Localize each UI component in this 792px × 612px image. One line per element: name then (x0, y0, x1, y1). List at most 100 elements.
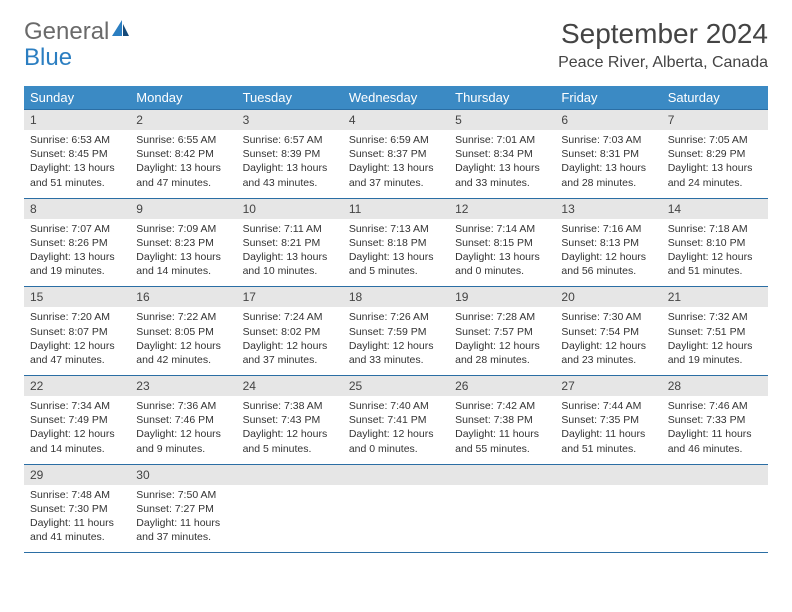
sunset-line: Sunset: 8:34 PM (455, 147, 549, 161)
calendar-row: 8Sunrise: 7:07 AMSunset: 8:26 PMDaylight… (24, 198, 768, 287)
daylight-line: Daylight: 11 hours and 46 minutes. (668, 427, 762, 455)
sunrise-line: Sunrise: 7:14 AM (455, 222, 549, 236)
calendar-cell: 13Sunrise: 7:16 AMSunset: 8:13 PMDayligh… (555, 198, 661, 287)
daylight-line: Daylight: 13 hours and 10 minutes. (243, 250, 337, 278)
day-number: 22 (24, 376, 130, 396)
daylight-line: Daylight: 11 hours and 37 minutes. (136, 516, 230, 544)
logo-text-blue: Blue (24, 44, 72, 72)
sunrise-line: Sunrise: 7:01 AM (455, 133, 549, 147)
daylight-line: Daylight: 12 hours and 47 minutes. (30, 339, 124, 367)
calendar-row: 22Sunrise: 7:34 AMSunset: 7:49 PMDayligh… (24, 376, 768, 465)
calendar-cell: 17Sunrise: 7:24 AMSunset: 8:02 PMDayligh… (237, 287, 343, 376)
sunset-line: Sunset: 8:07 PM (30, 325, 124, 339)
day-number: 5 (449, 110, 555, 130)
calendar-cell: 16Sunrise: 7:22 AMSunset: 8:05 PMDayligh… (130, 287, 236, 376)
day-number: 12 (449, 199, 555, 219)
sunrise-line: Sunrise: 7:20 AM (30, 310, 124, 324)
daylight-line: Daylight: 12 hours and 51 minutes. (668, 250, 762, 278)
sunrise-line: Sunrise: 7:11 AM (243, 222, 337, 236)
daylight-line: Daylight: 12 hours and 28 minutes. (455, 339, 549, 367)
calendar-cell: 23Sunrise: 7:36 AMSunset: 7:46 PMDayligh… (130, 376, 236, 465)
empty-day-bar (343, 465, 449, 485)
day-content: Sunrise: 7:28 AMSunset: 7:57 PMDaylight:… (449, 307, 555, 375)
empty-day-bar (555, 465, 661, 485)
day-content: Sunrise: 7:36 AMSunset: 7:46 PMDaylight:… (130, 396, 236, 464)
empty-day-content (555, 485, 661, 549)
empty-day-content (662, 485, 768, 549)
day-number: 21 (662, 287, 768, 307)
sunrise-line: Sunrise: 7:46 AM (668, 399, 762, 413)
sunset-line: Sunset: 7:49 PM (30, 413, 124, 427)
daylight-line: Daylight: 13 hours and 33 minutes. (455, 161, 549, 189)
calendar-body: 1Sunrise: 6:53 AMSunset: 8:45 PMDaylight… (24, 110, 768, 553)
sunrise-line: Sunrise: 7:44 AM (561, 399, 655, 413)
calendar-cell: 19Sunrise: 7:28 AMSunset: 7:57 PMDayligh… (449, 287, 555, 376)
sunset-line: Sunset: 8:02 PM (243, 325, 337, 339)
sunrise-line: Sunrise: 7:30 AM (561, 310, 655, 324)
calendar-cell: 3Sunrise: 6:57 AMSunset: 8:39 PMDaylight… (237, 110, 343, 199)
day-content: Sunrise: 7:01 AMSunset: 8:34 PMDaylight:… (449, 130, 555, 198)
sunset-line: Sunset: 8:31 PM (561, 147, 655, 161)
weekday-header: Friday (555, 86, 661, 110)
location: Peace River, Alberta, Canada (558, 54, 768, 72)
day-number: 20 (555, 287, 661, 307)
sunset-line: Sunset: 7:43 PM (243, 413, 337, 427)
day-number: 4 (343, 110, 449, 130)
sunrise-line: Sunrise: 7:48 AM (30, 488, 124, 502)
day-content: Sunrise: 7:26 AMSunset: 7:59 PMDaylight:… (343, 307, 449, 375)
sunrise-line: Sunrise: 7:26 AM (349, 310, 443, 324)
day-number: 23 (130, 376, 236, 396)
sunrise-line: Sunrise: 6:55 AM (136, 133, 230, 147)
daylight-line: Daylight: 13 hours and 51 minutes. (30, 161, 124, 189)
weekday-header-row: SundayMondayTuesdayWednesdayThursdayFrid… (24, 86, 768, 110)
calendar-cell: 25Sunrise: 7:40 AMSunset: 7:41 PMDayligh… (343, 376, 449, 465)
day-content: Sunrise: 7:16 AMSunset: 8:13 PMDaylight:… (555, 219, 661, 287)
daylight-line: Daylight: 13 hours and 37 minutes. (349, 161, 443, 189)
daylight-line: Daylight: 13 hours and 47 minutes. (136, 161, 230, 189)
sunrise-line: Sunrise: 7:24 AM (243, 310, 337, 324)
sunrise-line: Sunrise: 7:18 AM (668, 222, 762, 236)
empty-day-bar (237, 465, 343, 485)
daylight-line: Daylight: 13 hours and 14 minutes. (136, 250, 230, 278)
sunset-line: Sunset: 8:45 PM (30, 147, 124, 161)
daylight-line: Daylight: 12 hours and 19 minutes. (668, 339, 762, 367)
day-number: 18 (343, 287, 449, 307)
daylight-line: Daylight: 12 hours and 23 minutes. (561, 339, 655, 367)
calendar-cell: 20Sunrise: 7:30 AMSunset: 7:54 PMDayligh… (555, 287, 661, 376)
sunset-line: Sunset: 8:42 PM (136, 147, 230, 161)
day-content: Sunrise: 7:50 AMSunset: 7:27 PMDaylight:… (130, 485, 236, 553)
sunset-line: Sunset: 7:38 PM (455, 413, 549, 427)
day-number: 14 (662, 199, 768, 219)
logo-text-general: General (24, 18, 109, 46)
day-content: Sunrise: 7:22 AMSunset: 8:05 PMDaylight:… (130, 307, 236, 375)
day-number: 16 (130, 287, 236, 307)
daylight-line: Daylight: 13 hours and 24 minutes. (668, 161, 762, 189)
weekday-header: Monday (130, 86, 236, 110)
sunrise-line: Sunrise: 7:16 AM (561, 222, 655, 236)
daylight-line: Daylight: 13 hours and 28 minutes. (561, 161, 655, 189)
title-block: September 2024 Peace River, Alberta, Can… (558, 18, 768, 72)
day-content: Sunrise: 7:09 AMSunset: 8:23 PMDaylight:… (130, 219, 236, 287)
sunset-line: Sunset: 8:13 PM (561, 236, 655, 250)
day-number: 6 (555, 110, 661, 130)
logo-sail-icon (111, 19, 131, 37)
daylight-line: Daylight: 13 hours and 5 minutes. (349, 250, 443, 278)
sunrise-line: Sunrise: 7:05 AM (668, 133, 762, 147)
day-content: Sunrise: 7:24 AMSunset: 8:02 PMDaylight:… (237, 307, 343, 375)
month-title: September 2024 (558, 18, 768, 50)
sunrise-line: Sunrise: 6:57 AM (243, 133, 337, 147)
sunset-line: Sunset: 8:26 PM (30, 236, 124, 250)
day-content: Sunrise: 7:03 AMSunset: 8:31 PMDaylight:… (555, 130, 661, 198)
day-content: Sunrise: 7:48 AMSunset: 7:30 PMDaylight:… (24, 485, 130, 553)
calendar-cell: 18Sunrise: 7:26 AMSunset: 7:59 PMDayligh… (343, 287, 449, 376)
sunset-line: Sunset: 8:21 PM (243, 236, 337, 250)
sunset-line: Sunset: 8:05 PM (136, 325, 230, 339)
sunset-line: Sunset: 7:33 PM (668, 413, 762, 427)
sunrise-line: Sunrise: 6:59 AM (349, 133, 443, 147)
daylight-line: Daylight: 11 hours and 51 minutes. (561, 427, 655, 455)
day-number: 9 (130, 199, 236, 219)
sunset-line: Sunset: 8:39 PM (243, 147, 337, 161)
daylight-line: Daylight: 12 hours and 33 minutes. (349, 339, 443, 367)
day-number: 19 (449, 287, 555, 307)
calendar-cell (662, 464, 768, 553)
